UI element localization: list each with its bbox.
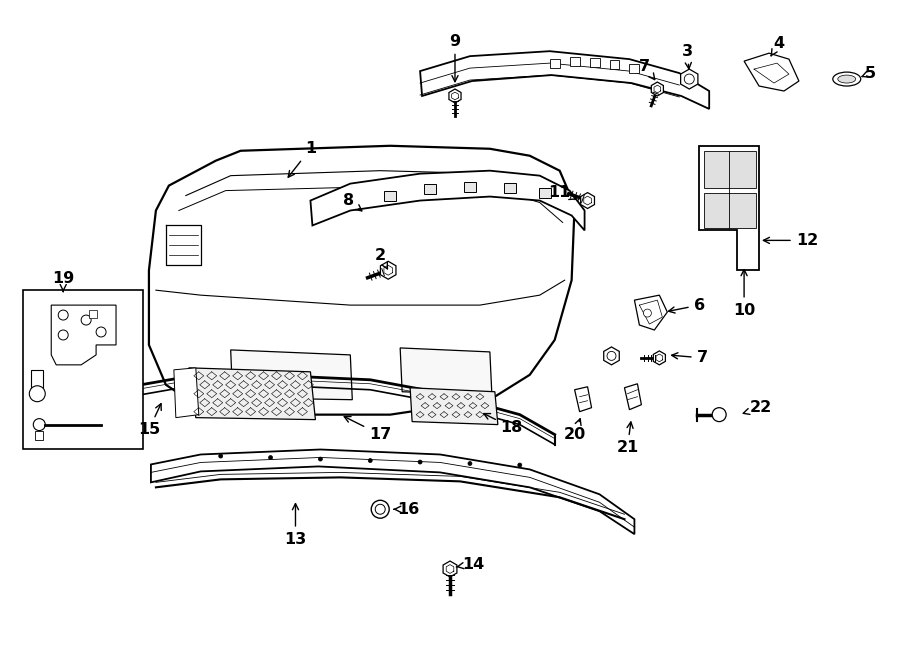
Bar xyxy=(590,58,599,67)
Bar xyxy=(550,59,560,68)
Bar xyxy=(504,182,516,192)
Text: 1: 1 xyxy=(288,141,316,177)
Polygon shape xyxy=(148,146,574,414)
Polygon shape xyxy=(625,384,642,410)
Text: 17: 17 xyxy=(344,416,392,442)
Polygon shape xyxy=(310,171,585,231)
Bar xyxy=(629,64,639,73)
Polygon shape xyxy=(744,53,799,91)
Polygon shape xyxy=(443,561,457,577)
Polygon shape xyxy=(604,347,619,365)
Polygon shape xyxy=(449,89,461,103)
Circle shape xyxy=(319,457,322,461)
Polygon shape xyxy=(653,351,665,365)
Polygon shape xyxy=(381,261,396,279)
Text: 7: 7 xyxy=(639,59,654,79)
Bar xyxy=(424,184,436,194)
Text: 3: 3 xyxy=(681,44,693,69)
Circle shape xyxy=(712,408,726,422)
Polygon shape xyxy=(580,192,595,208)
Text: 19: 19 xyxy=(52,271,75,292)
Polygon shape xyxy=(410,388,498,424)
Polygon shape xyxy=(680,69,698,89)
Text: 16: 16 xyxy=(394,502,419,517)
Polygon shape xyxy=(35,430,43,440)
Bar xyxy=(609,60,619,69)
Polygon shape xyxy=(189,368,315,420)
Ellipse shape xyxy=(838,75,856,83)
Circle shape xyxy=(30,386,45,402)
Text: 9: 9 xyxy=(449,34,461,82)
Polygon shape xyxy=(634,295,667,330)
Polygon shape xyxy=(704,192,756,229)
Polygon shape xyxy=(230,350,352,400)
Polygon shape xyxy=(699,146,759,270)
Bar xyxy=(384,190,396,200)
Text: 15: 15 xyxy=(138,404,161,437)
Text: 8: 8 xyxy=(343,193,362,211)
Circle shape xyxy=(468,461,472,465)
FancyBboxPatch shape xyxy=(23,290,143,449)
Polygon shape xyxy=(652,82,663,96)
Ellipse shape xyxy=(832,72,860,86)
Polygon shape xyxy=(174,368,199,418)
Polygon shape xyxy=(51,305,116,365)
Text: 22: 22 xyxy=(743,400,772,415)
Text: 4: 4 xyxy=(771,36,785,56)
Text: 20: 20 xyxy=(563,418,586,442)
Circle shape xyxy=(518,463,522,467)
Text: 10: 10 xyxy=(733,270,755,317)
Circle shape xyxy=(418,460,422,464)
Text: 11: 11 xyxy=(548,185,576,200)
Text: 5: 5 xyxy=(862,65,877,81)
Text: 2: 2 xyxy=(374,248,388,269)
Circle shape xyxy=(644,309,652,317)
Text: 21: 21 xyxy=(616,422,639,455)
Polygon shape xyxy=(89,310,97,318)
Circle shape xyxy=(219,454,222,458)
Text: 18: 18 xyxy=(484,414,523,435)
Circle shape xyxy=(268,455,273,459)
Polygon shape xyxy=(704,151,756,188)
Bar xyxy=(464,182,476,192)
Text: 13: 13 xyxy=(284,504,307,547)
Circle shape xyxy=(607,352,616,360)
Circle shape xyxy=(368,459,373,463)
Polygon shape xyxy=(151,449,634,534)
Bar xyxy=(570,57,580,66)
Polygon shape xyxy=(420,51,709,109)
Polygon shape xyxy=(574,387,591,412)
Text: 12: 12 xyxy=(763,233,818,248)
Circle shape xyxy=(33,418,45,430)
Bar xyxy=(539,188,551,198)
Text: 6: 6 xyxy=(669,297,705,313)
Text: 7: 7 xyxy=(671,350,707,366)
Text: 14: 14 xyxy=(456,557,484,572)
Circle shape xyxy=(375,504,385,514)
Circle shape xyxy=(371,500,389,518)
Polygon shape xyxy=(400,348,492,395)
Circle shape xyxy=(684,74,694,84)
Polygon shape xyxy=(32,370,43,392)
